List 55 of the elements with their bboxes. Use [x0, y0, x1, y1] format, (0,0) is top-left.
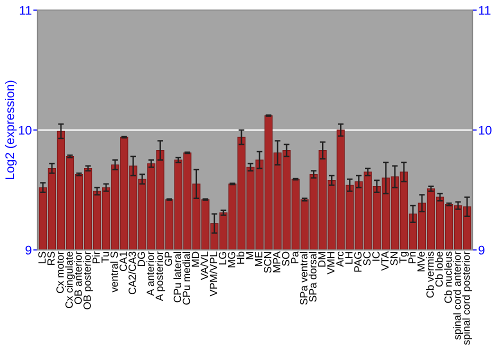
x-tick-label: ME	[255, 252, 262, 266]
x-tick-label: LS	[38, 252, 46, 264]
x-tick-label: CPu lateral	[173, 252, 182, 302]
y2-tick-label: 10	[479, 126, 492, 135]
x-tick-label: A anterior	[146, 251, 154, 296]
x-tick-label: spinal cord posterior	[462, 251, 472, 345]
x-tick-label: OB posterior	[83, 251, 93, 310]
x-tick-label: M	[246, 252, 254, 260]
x-tick-label: DM	[318, 252, 326, 267]
x-tick-label: VA/VL	[200, 252, 208, 280]
x-tick-label: Cx motor	[56, 251, 64, 294]
x-tick-label: MPA	[273, 251, 280, 272]
x-tick-label: RS	[47, 252, 55, 265]
x-tick-label: Pa	[291, 251, 298, 264]
x-tick-label: SCN	[264, 252, 272, 273]
x-tick-label: CA1	[120, 252, 127, 272]
x-tick-label: A posterior	[155, 251, 166, 302]
x-tick-label: IC	[372, 252, 380, 261]
x-tick-label: Cb lobe	[435, 252, 443, 287]
x-tick-label: Pn	[408, 252, 416, 264]
y-tick-label: 11	[20, 6, 32, 15]
y2-tick-label: 11	[479, 6, 490, 15]
x-tick-label: GP	[164, 252, 172, 266]
x-tick-label: VMH	[327, 252, 334, 274]
x-tick-label: LG	[218, 252, 226, 264]
x-tick-label: MVe	[417, 252, 425, 272]
x-tick-label: LH	[345, 252, 352, 264]
x-tick-label: Cb vermis	[426, 252, 434, 298]
x-tick-label: PAG	[354, 252, 362, 272]
x-tick-label: OB anterior	[74, 251, 82, 304]
x-tick-label: spinal cord anterior	[453, 251, 463, 340]
x-tick-label: CPu medial	[182, 252, 190, 305]
x-tick-label: Tu	[102, 252, 109, 263]
y-tick-label: 10	[18, 126, 32, 135]
y-tick-label: 9	[26, 246, 32, 255]
x-tick-label: MG	[228, 252, 236, 268]
x-tick-label: SO	[282, 252, 290, 266]
x-tick-label: Tg	[399, 252, 409, 264]
y2-tick-label: 9	[478, 246, 484, 255]
x-tick-label: CA2/CA3	[128, 252, 136, 294]
x-tick-label: Pir	[92, 251, 100, 264]
x-tick-label: SC	[363, 252, 371, 266]
x-tick-label: SPa ventral	[300, 252, 308, 305]
x-tick-label: Cx cingulate	[65, 252, 75, 308]
x-tick-label: Arc	[336, 252, 344, 267]
x-tick-label: VTA	[381, 251, 389, 271]
y-axis-title: Log2 (expression)	[5, 80, 17, 180]
x-tick-label: Cb nucleus	[444, 252, 452, 303]
x-tick-label: VPM/VPL	[210, 252, 218, 296]
x-tick-label: ventral S	[110, 252, 118, 292]
x-tick-label: Hb	[236, 252, 244, 264]
x-tick-label: DG	[138, 252, 145, 266]
x-tick-label: SPa dorsal	[308, 252, 316, 302]
x-tick-label: SN	[390, 252, 398, 266]
x-tick-label: MD	[192, 252, 200, 267]
